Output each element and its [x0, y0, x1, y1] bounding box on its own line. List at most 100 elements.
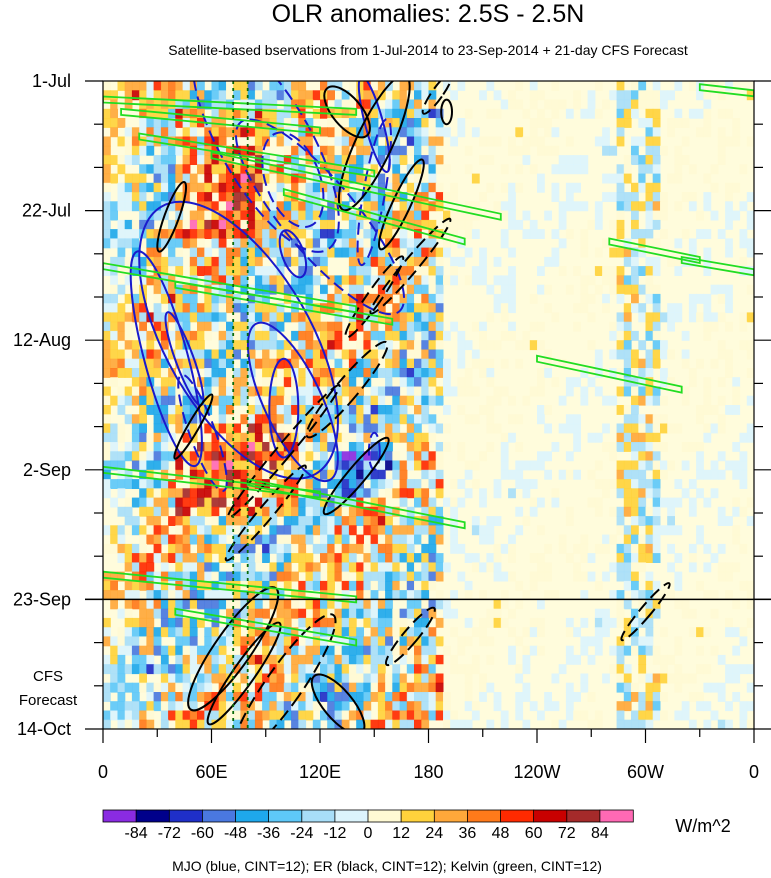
- olr-cell: [356, 368, 364, 378]
- olr-cell: [703, 590, 712, 600]
- olr-cell: [131, 340, 140, 351]
- olr-cell: [197, 219, 205, 230]
- olr-cell: [544, 701, 552, 712]
- olr-cell: [211, 571, 220, 582]
- olr-cell: [681, 395, 690, 406]
- olr-cell: [363, 405, 372, 415]
- olr-cell: [204, 155, 213, 165]
- olr-cell: [399, 266, 408, 276]
- olr-cell: [298, 664, 307, 675]
- olr-cell: [240, 340, 249, 351]
- olr-cell: [616, 645, 625, 656]
- olr-cell: [226, 488, 234, 499]
- olr-cell: [594, 349, 603, 360]
- olr-cell: [631, 645, 639, 656]
- olr-cell: [435, 108, 444, 119]
- olr-cell: [363, 654, 372, 665]
- olr-cell: [377, 710, 386, 721]
- olr-cell: [211, 534, 220, 545]
- olr-cell: [370, 719, 379, 729]
- olr-cell: [305, 617, 314, 628]
- olr-cell: [103, 590, 111, 600]
- olr-cell: [414, 256, 422, 267]
- olr-cell: [631, 636, 639, 647]
- olr-cell: [139, 719, 147, 729]
- olr-cell: [493, 617, 502, 628]
- olr-cell: [189, 617, 198, 628]
- olr-cell: [406, 636, 415, 647]
- olr-cell: [131, 219, 140, 230]
- olr-cell: [153, 247, 162, 258]
- olr-cell: [312, 321, 321, 332]
- olr-cell: [211, 238, 220, 249]
- olr-cell: [182, 719, 191, 729]
- olr-cell: [254, 340, 263, 351]
- olr-cell: [240, 599, 249, 610]
- olr-cell: [732, 210, 741, 221]
- olr-cell: [356, 710, 364, 721]
- olr-cell: [226, 423, 234, 434]
- olr-cell: [406, 534, 415, 545]
- olr-cell: [211, 127, 220, 138]
- olr-cell: [182, 368, 191, 378]
- olr-cell: [406, 692, 415, 702]
- olr-cell: [124, 682, 133, 693]
- olr-cell: [110, 155, 118, 165]
- kelvin-contour: [120, 107, 321, 135]
- olr-cell: [652, 645, 661, 656]
- olr-cell: [189, 571, 198, 582]
- olr-cell: [312, 164, 321, 175]
- olr-cell: [392, 219, 401, 230]
- olr-cell: [240, 358, 249, 369]
- olr-cell: [291, 108, 299, 119]
- olr-cell: [385, 368, 393, 378]
- olr-cell: [392, 284, 401, 295]
- olr-cell: [515, 99, 524, 110]
- olr-cell: [182, 405, 191, 415]
- olr-cell: [226, 627, 234, 638]
- olr-cell: [377, 516, 386, 526]
- olr-cell: [638, 608, 647, 619]
- olr-cell: [508, 553, 516, 563]
- olr-cell: [269, 506, 278, 517]
- olr-cell: [269, 414, 278, 425]
- olr-cell: [168, 692, 176, 702]
- olr-cell: [254, 219, 263, 230]
- olr-cell: [131, 155, 140, 165]
- olr-cell: [197, 562, 205, 573]
- olr-cell: [406, 256, 415, 267]
- colorbar-swatch: [566, 809, 601, 823]
- olr-cell: [240, 701, 249, 712]
- olr-cell: [276, 256, 285, 267]
- olr-cell: [131, 692, 140, 702]
- olr-cell: [146, 108, 155, 119]
- olr-cell: [363, 229, 372, 239]
- olr-cell: [160, 368, 169, 378]
- olr-cell: [674, 479, 683, 489]
- olr-cell: [406, 145, 415, 156]
- olr-cell: [341, 432, 350, 443]
- olr-cell: [580, 617, 589, 628]
- olr-cell: [522, 395, 531, 406]
- olr-cell: [616, 599, 625, 610]
- olr-cell: [370, 543, 379, 554]
- olr-cell: [435, 321, 444, 332]
- olr-cell: [500, 451, 509, 462]
- olr-cell: [717, 516, 726, 526]
- olr-cell: [385, 256, 393, 267]
- olr-cell: [602, 571, 610, 582]
- x-tick-label: 120E: [299, 762, 341, 782]
- olr-cell: [623, 543, 632, 554]
- olr-cell: [471, 479, 480, 489]
- olr-cell: [377, 386, 386, 397]
- olr-cell: [385, 340, 393, 351]
- olr-cell: [356, 636, 364, 647]
- olr-cell: [500, 229, 509, 239]
- olr-cell: [276, 673, 285, 684]
- olr-cell: [110, 682, 118, 693]
- olr-cell: [269, 164, 278, 175]
- olr-cell: [240, 284, 249, 295]
- olr-cell: [247, 701, 256, 712]
- olr-cell: [638, 488, 647, 499]
- olr-cell: [146, 654, 155, 665]
